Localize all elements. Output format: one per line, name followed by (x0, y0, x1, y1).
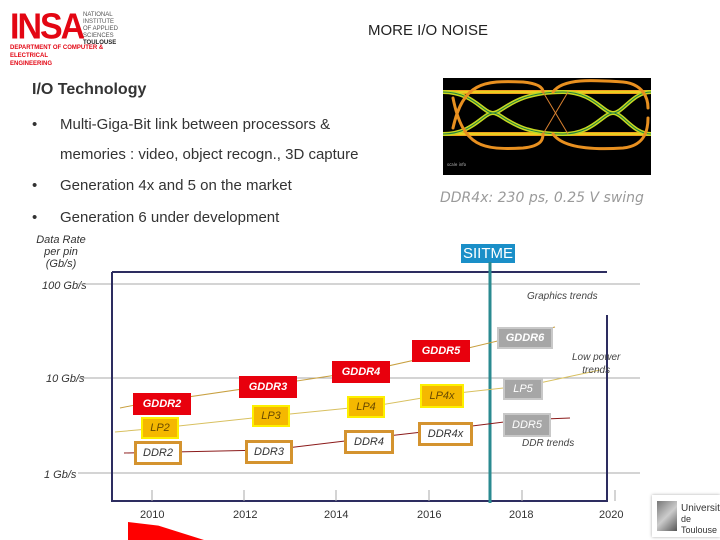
logo-line: SCIENCES (83, 33, 114, 39)
lp5-box: LP5 (503, 378, 543, 400)
section-heading: I/O Technology (32, 81, 147, 98)
logo-line: NATIONAL INSTITUTE (83, 12, 114, 25)
y-axis-title: Data Rate per pin (Gb/s) (28, 234, 94, 270)
ddr-trends-annotation: DDR trends (522, 438, 575, 449)
y-tick-1: 1 Gb/s (44, 469, 77, 481)
department-label: DEPARTMENT OF COMPUTER & ELECTRICAL ENGI… (10, 44, 140, 68)
gddr4-box: GDDR4 (332, 361, 390, 383)
x-tick-2014: 2014 (324, 509, 349, 521)
ddr2-box: DDR2 (134, 441, 182, 465)
ddr4-box: DDR4 (344, 430, 394, 454)
gddr2-box: GDDR2 (133, 393, 191, 415)
bullet-text: memories : video, object recogn., 3D cap… (60, 146, 359, 163)
dept-line: DEPARTMENT OF COMPUTER & ELECTRICAL (10, 45, 104, 59)
lp4x-box: LP4x (420, 384, 464, 408)
graphics-trends-annotation: Graphics trends (527, 291, 598, 302)
eye-diagram-caption: DDR4x: 230 ps, 0.25 V swing (440, 190, 644, 206)
bullet-icon: • (32, 177, 38, 194)
lp3-box: LP3 (252, 405, 290, 427)
bullet-icon: • (32, 116, 38, 133)
y-axis-title-line: Data Rate (36, 234, 86, 246)
gddr6-box: GDDR6 (497, 327, 553, 349)
gddr5-box: GDDR5 (412, 340, 470, 362)
y-tick-100: 100 Gb/s (42, 280, 87, 292)
universite-toulouse-logo: Université de Toulouse (652, 495, 720, 537)
lp2-box: LP2 (141, 417, 179, 439)
x-tick-2010: 2010 (140, 509, 165, 521)
logo-line: TOULOUSE (83, 40, 117, 46)
logo-line: de Toulouse (681, 514, 718, 535)
university-emblem-icon (657, 501, 677, 531)
logo-line: OF APPLIED (83, 26, 119, 32)
y-axis-title-line: (Gb/s) (45, 258, 77, 270)
x-tick-2020: 2020 (599, 509, 624, 521)
x-tick-2018: 2018 (509, 509, 534, 521)
siitme-label: SIITME (461, 244, 516, 263)
ddr4x-box: DDR4x (418, 422, 473, 446)
y-axis-title-line: per pin (44, 246, 78, 258)
insa-logo: INSA (10, 7, 85, 47)
insa-logo-subtitle: NATIONAL INSTITUTE OF APPLIED SCIENCES T… (83, 12, 143, 47)
annotation-line: Low power (572, 352, 621, 363)
lp4-box: LP4 (347, 396, 385, 418)
x-tick-2016: 2016 (417, 509, 442, 521)
svg-text:scale info: scale info (447, 162, 467, 167)
eye-diagram-image: scale info (443, 78, 651, 175)
bullet-text: Generation 6 under development (60, 209, 280, 226)
dept-line: ENGINEERING (10, 61, 53, 67)
gddr3-box: GDDR3 (239, 376, 297, 398)
y-tick-10: 10 Gb/s (46, 373, 85, 385)
bullet-text: Generation 4x and 5 on the market (60, 177, 292, 194)
bullet-text: Multi-Giga-Bit link between processors & (60, 116, 331, 133)
logo-line: Université (681, 503, 720, 514)
low-power-trends-annotation: Low power trends (572, 351, 620, 377)
bullet-icon: • (32, 209, 38, 226)
ddr5-box: DDR5 (503, 413, 551, 437)
ddr3-box: DDR3 (245, 440, 293, 464)
page-title: MORE I/O NOISE (368, 22, 489, 39)
x-tick-2012: 2012 (233, 509, 258, 521)
annotation-line: trends (582, 365, 611, 376)
